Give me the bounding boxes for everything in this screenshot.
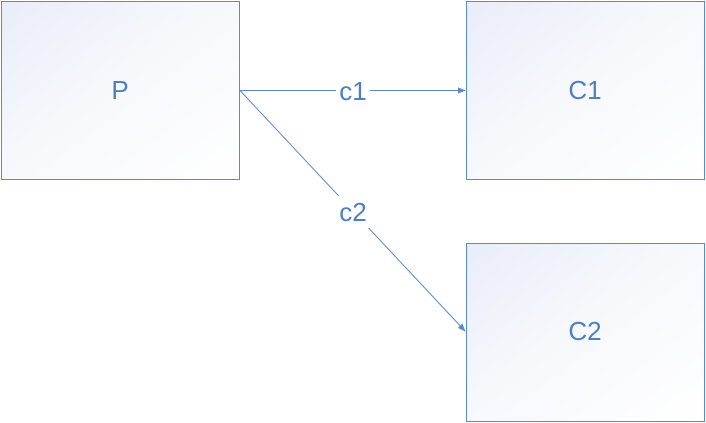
node-c1-label: C1	[568, 75, 601, 105]
node-c2-box	[466, 243, 705, 422]
edge-c2-label: c2	[339, 197, 366, 227]
node-c2[interactable]: C2	[466, 243, 705, 422]
node-p[interactable]: P	[1, 1, 240, 180]
edge-c2[interactable]: c2	[239, 90, 466, 332]
node-c1-box	[466, 1, 705, 180]
node-p-label: P	[111, 75, 128, 105]
edge-c2-label-bg	[336, 196, 370, 228]
edge-c1-label-bg	[336, 76, 370, 106]
edge-c1[interactable]: c1	[240, 76, 466, 106]
node-c1[interactable]: C1	[466, 1, 705, 180]
node-p-box	[1, 1, 240, 180]
node-c2-label: C2	[568, 316, 601, 346]
edge-c1-label: c1	[339, 76, 366, 106]
